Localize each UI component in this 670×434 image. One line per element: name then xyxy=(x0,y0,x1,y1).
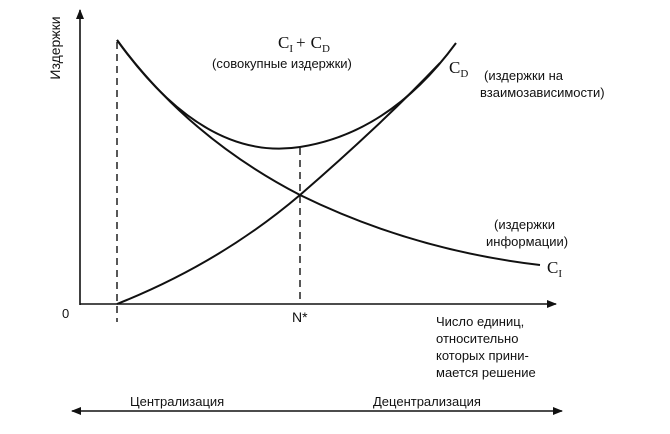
total-cost-name: (совокупные издержки) xyxy=(212,56,352,71)
x-axis-label-line2: относительно xyxy=(436,331,518,346)
x-axis-label-line4: мается решение xyxy=(436,365,536,380)
y-axis-label: Издержки xyxy=(47,16,63,79)
x-axis-label-line3: которых прини- xyxy=(436,348,529,363)
n-star-label: N* xyxy=(292,309,308,325)
total-cost-formula: CI + CD xyxy=(278,33,330,55)
information-cost-name-line1: (издержки xyxy=(494,217,555,232)
information-cost-name-line2: информации) xyxy=(486,234,568,249)
interdependence-cost-name-line2: взаимозависимости) xyxy=(480,85,605,100)
decentralization-label: Децентрализация xyxy=(373,394,481,409)
centralization-label: Централизация xyxy=(130,394,224,409)
information-cost-symbol: CI xyxy=(547,258,562,280)
x-axis-label-line1: Число единиц, xyxy=(436,314,524,329)
information-cost-curve xyxy=(116,39,541,266)
interdependence-cost-symbol: CD xyxy=(449,58,468,80)
interdependence-cost-name-line1: (издержки на xyxy=(484,68,564,83)
origin-label: 0 xyxy=(62,306,69,321)
